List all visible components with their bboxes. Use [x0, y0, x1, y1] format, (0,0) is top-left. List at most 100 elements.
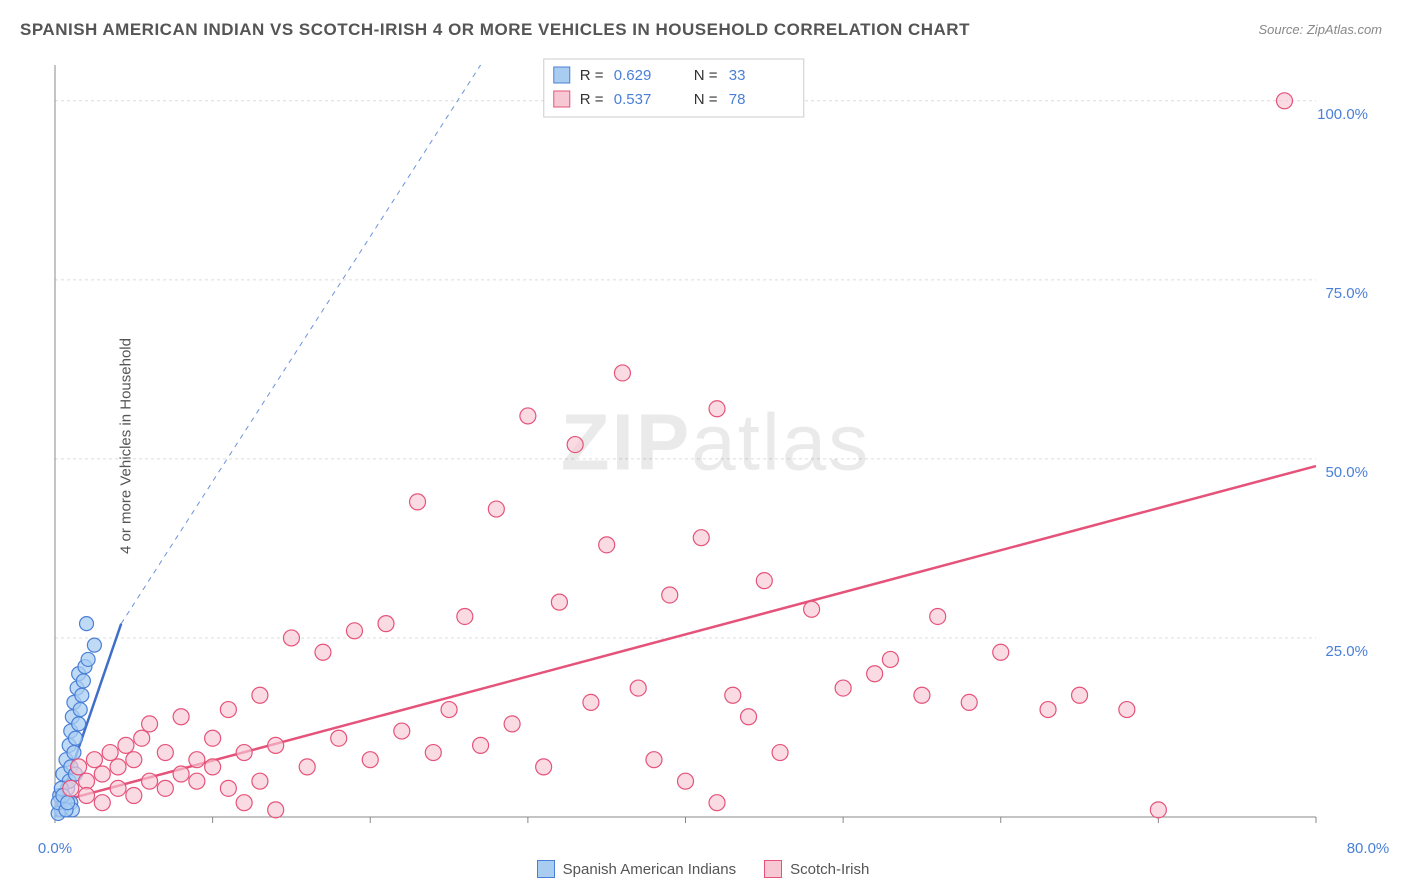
data-point	[583, 694, 599, 710]
data-point	[488, 501, 504, 517]
data-point	[81, 652, 95, 666]
data-point	[72, 717, 86, 731]
data-point	[76, 674, 90, 688]
stats-n-label: N =	[694, 67, 718, 84]
data-point	[87, 638, 101, 652]
data-point	[457, 608, 473, 624]
data-point	[73, 703, 87, 717]
data-point	[252, 773, 268, 789]
legend-swatch	[537, 860, 555, 878]
data-point	[662, 587, 678, 603]
stats-swatch	[554, 67, 570, 83]
data-point	[142, 773, 158, 789]
data-point	[914, 687, 930, 703]
data-point	[189, 752, 205, 768]
stats-n-value: 78	[729, 91, 746, 108]
data-point	[1150, 802, 1166, 818]
data-point	[930, 608, 946, 624]
data-point	[220, 702, 236, 718]
data-point	[63, 780, 79, 796]
data-point	[961, 694, 977, 710]
stats-n-label: N =	[694, 91, 718, 108]
data-point	[75, 688, 89, 702]
x-tick-label: 0.0%	[38, 840, 72, 857]
stats-r-value: 0.537	[614, 91, 652, 108]
data-point	[867, 666, 883, 682]
data-point	[473, 737, 489, 753]
data-point	[599, 537, 615, 553]
data-point	[520, 408, 536, 424]
y-tick-label: 100.0%	[1317, 106, 1368, 123]
data-point	[804, 601, 820, 617]
data-point	[630, 680, 646, 696]
data-point	[110, 780, 126, 796]
data-point	[378, 616, 394, 632]
legend-label: Scotch-Irish	[790, 861, 869, 878]
trend-line-dashed	[121, 65, 480, 624]
data-point	[79, 773, 95, 789]
data-point	[68, 731, 82, 745]
data-point	[299, 759, 315, 775]
data-point	[220, 780, 236, 796]
data-point	[71, 759, 87, 775]
data-point	[252, 687, 268, 703]
source-label: Source: ZipAtlas.com	[1258, 22, 1382, 37]
data-point	[268, 737, 284, 753]
y-tick-label: 50.0%	[1325, 464, 1368, 481]
data-point	[709, 401, 725, 417]
chart-container: SPANISH AMERICAN INDIAN VS SCOTCH-IRISH …	[0, 0, 1406, 892]
scatter-plot: 25.0%50.0%75.0%100.0%0.0%80.0%ZIPatlasR …	[55, 55, 1376, 837]
data-point	[205, 730, 221, 746]
data-point	[102, 745, 118, 761]
data-point	[346, 623, 362, 639]
stats-r-value: 0.629	[614, 67, 652, 84]
data-point	[236, 745, 252, 761]
y-tick-label: 25.0%	[1325, 643, 1368, 660]
data-point	[882, 651, 898, 667]
data-point	[134, 730, 150, 746]
data-point	[94, 795, 110, 811]
data-point	[725, 687, 741, 703]
data-point	[331, 730, 347, 746]
data-point	[1119, 702, 1135, 718]
data-point	[1276, 93, 1292, 109]
data-point	[756, 573, 772, 589]
data-point	[205, 759, 221, 775]
data-point	[126, 752, 142, 768]
data-point	[693, 530, 709, 546]
data-point	[80, 617, 94, 631]
data-point	[441, 702, 457, 718]
data-point	[94, 766, 110, 782]
data-point	[567, 437, 583, 453]
y-tick-label: 75.0%	[1325, 285, 1368, 302]
data-point	[118, 737, 134, 753]
data-point	[315, 644, 331, 660]
x-tick-label: 80.0%	[1347, 840, 1390, 857]
data-point	[110, 759, 126, 775]
stats-r-label: R =	[580, 91, 604, 108]
data-point	[173, 709, 189, 725]
data-point	[614, 365, 630, 381]
data-point	[835, 680, 851, 696]
data-point	[425, 745, 441, 761]
data-point	[646, 752, 662, 768]
data-point	[410, 494, 426, 510]
data-point	[157, 745, 173, 761]
data-point	[67, 746, 81, 760]
data-point	[1072, 687, 1088, 703]
plot-area: 25.0%50.0%75.0%100.0%0.0%80.0%ZIPatlasR …	[55, 55, 1376, 837]
data-point	[1040, 702, 1056, 718]
data-point	[993, 644, 1009, 660]
data-point	[126, 788, 142, 804]
bottom-legend: Spanish American IndiansScotch-Irish	[0, 860, 1406, 878]
data-point	[709, 795, 725, 811]
data-point	[362, 752, 378, 768]
data-point	[142, 716, 158, 732]
data-point	[551, 594, 567, 610]
legend-item: Scotch-Irish	[764, 860, 869, 878]
data-point	[236, 795, 252, 811]
stats-r-label: R =	[580, 67, 604, 84]
data-point	[79, 788, 95, 804]
legend-swatch	[764, 860, 782, 878]
data-point	[741, 709, 757, 725]
